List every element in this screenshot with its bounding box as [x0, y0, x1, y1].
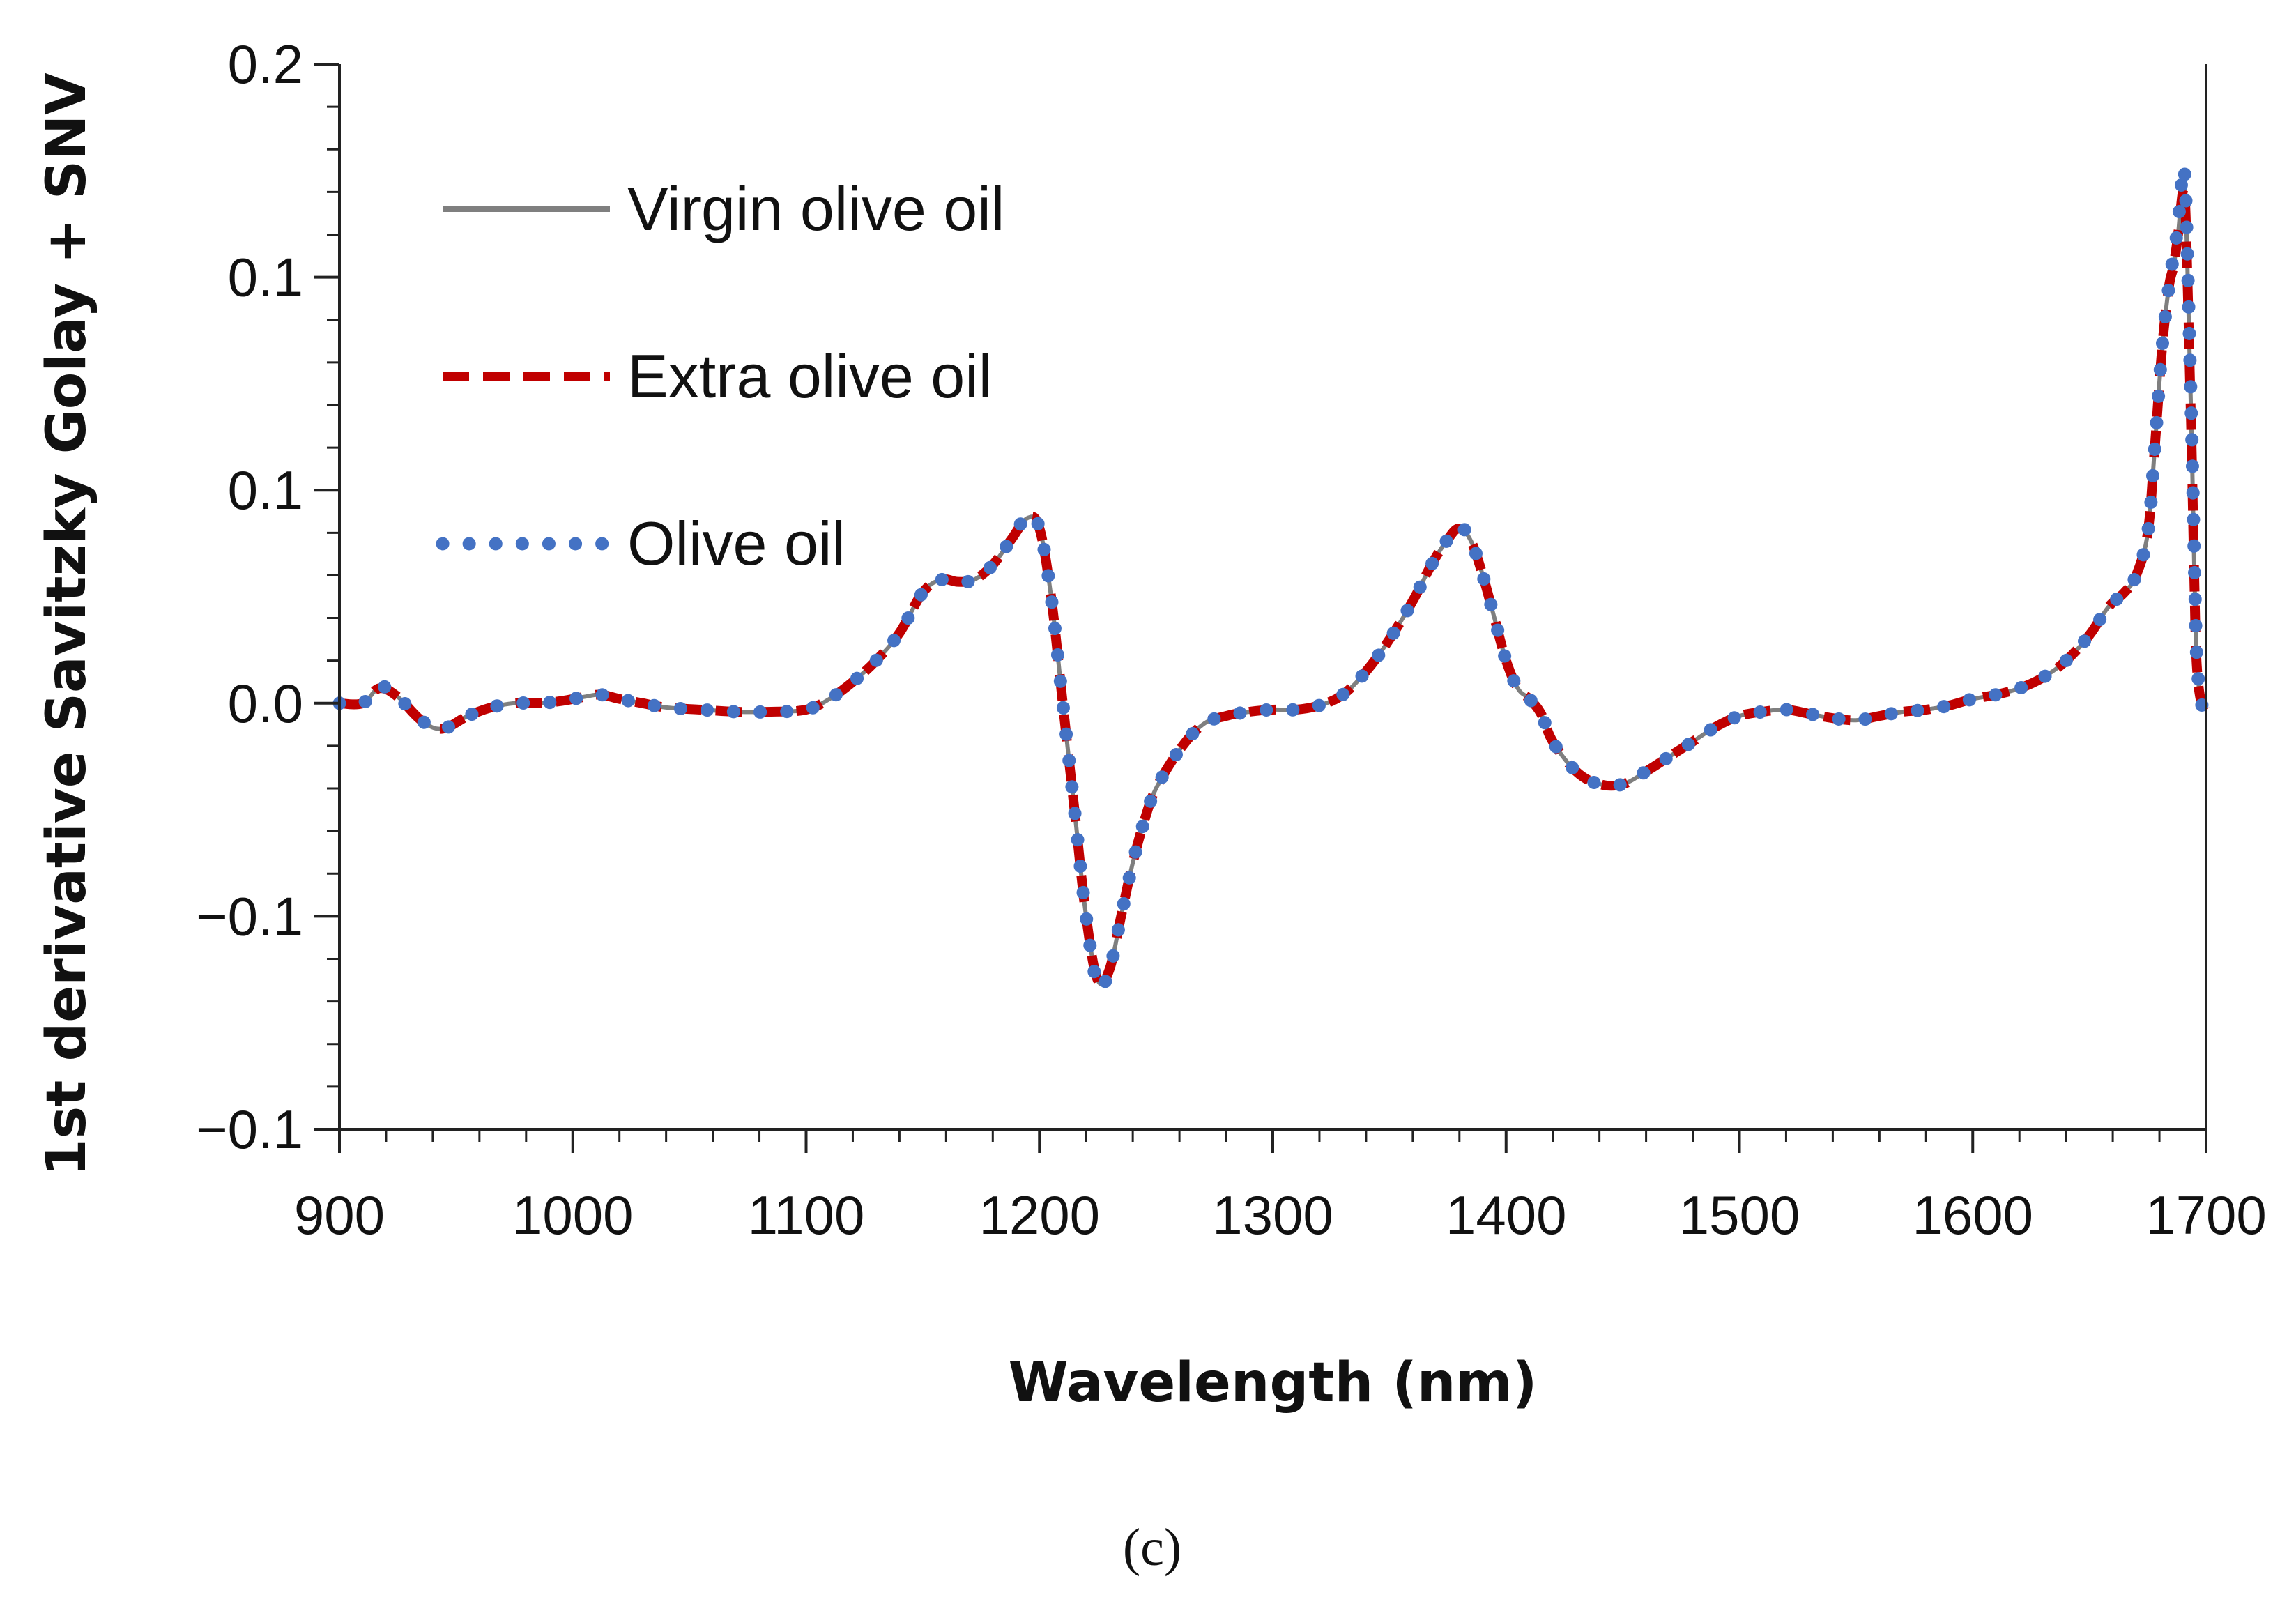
- x-tick-label: 900: [294, 1184, 385, 1246]
- x-tick-label: 1200: [979, 1184, 1100, 1246]
- legend-label-virgin-olive-oil: Virgin olive oil: [627, 174, 1004, 243]
- y-tick-label: 0.1: [228, 459, 303, 521]
- series-line-virgin-olive-oil: [339, 175, 2208, 986]
- x-tick-label: 1400: [1446, 1184, 1567, 1246]
- x-axis-title: Wavelength (nm): [1009, 1352, 1538, 1414]
- legend-label-extra-olive-oil: Extra olive oil: [627, 342, 992, 411]
- figure-caption: (c): [1123, 1518, 1181, 1577]
- x-tick-label: 1500: [1679, 1184, 1800, 1246]
- legend: Virgin olive oil Extra olive oil Olive oil: [436, 174, 1004, 578]
- x-tick-label: 1600: [1912, 1184, 2033, 1246]
- y-tick-label: −0.1: [196, 885, 303, 947]
- x-tick-label: 1300: [1212, 1184, 1333, 1246]
- y-axis-title: 1st derivative Savitzky Golay + SNV: [36, 72, 98, 1176]
- series-group: [332, 160, 2213, 995]
- y-tick-label: 0.0: [228, 673, 303, 734]
- x-tick-labels: 900 1000 1100 1200 1300 1400 1500 1600 1700: [294, 1184, 2267, 1246]
- series-line-olive-oil: [332, 160, 2213, 995]
- x-tick-label: 1000: [512, 1184, 634, 1246]
- series-line-extra-olive-oil: [339, 183, 2211, 989]
- legend-label-olive-oil: Olive oil: [627, 509, 845, 578]
- y-tick-label: −0.1: [196, 1099, 303, 1160]
- x-tick-label: 1100: [748, 1184, 865, 1246]
- y-tick-label: 0.2: [228, 33, 303, 95]
- x-tick-label: 1700: [2145, 1184, 2267, 1246]
- y-tick-labels: −0.1 −0.1 0.0 0.1 0.1 0.2: [196, 33, 303, 1160]
- y-tick-label: 0.1: [228, 247, 303, 308]
- axes-group: [314, 63, 2207, 1153]
